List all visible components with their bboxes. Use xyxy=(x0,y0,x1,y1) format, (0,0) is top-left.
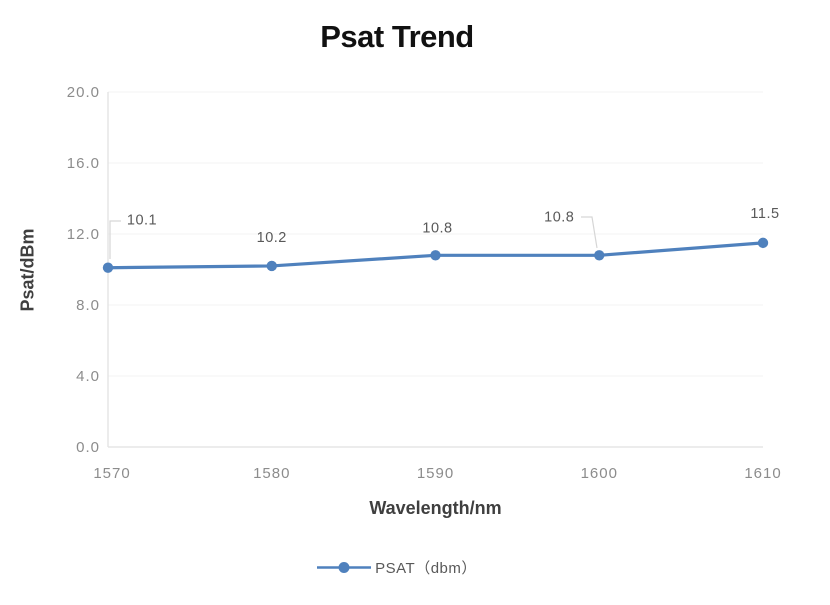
x-tick-label: 1610 xyxy=(744,465,781,482)
y-tick-label: 20.0 xyxy=(67,84,100,101)
data-label: 10.8 xyxy=(422,220,452,236)
y-tick-label: 8.0 xyxy=(76,297,100,314)
legend: PSAT（dbm） xyxy=(0,556,794,578)
x-axis-title: Wavelength/nm xyxy=(369,498,502,518)
data-label: 10.8 xyxy=(544,209,574,225)
data-label-leader-line xyxy=(109,220,121,259)
legend-label: PSAT（dbm） xyxy=(375,559,477,577)
data-point-marker xyxy=(430,250,441,261)
data-point-marker xyxy=(266,260,277,272)
x-tick-label: 1580 xyxy=(253,465,290,482)
y-tick-label: 16.0 xyxy=(67,155,100,172)
data-point-marker xyxy=(102,262,114,273)
chart-title: Psat Trend xyxy=(320,19,474,54)
x-tick-label: 1590 xyxy=(417,465,454,482)
legend-series-marker-icon xyxy=(317,561,372,573)
data-label-leader-line xyxy=(581,216,598,249)
x-tick-label: 1600 xyxy=(581,465,618,482)
y-tick-label: 12.0 xyxy=(67,226,100,243)
data-label: 11.5 xyxy=(750,206,779,222)
data-label: 10.2 xyxy=(257,230,287,246)
y-axis-title: Psat/dBm xyxy=(17,228,38,312)
y-tick-label: 0.0 xyxy=(76,439,100,456)
x-tick-label: 1570 xyxy=(93,465,130,482)
legend-marker-dot xyxy=(338,561,350,573)
data-point-marker xyxy=(757,237,769,249)
data-label: 10.1 xyxy=(127,213,157,229)
y-tick-label: 4.0 xyxy=(76,368,100,385)
data-point-marker xyxy=(594,250,605,261)
